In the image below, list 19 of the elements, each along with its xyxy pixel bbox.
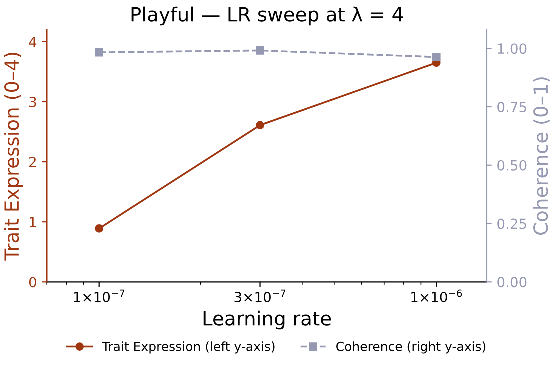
x-tick-label: 1×10$^{−6}$ <box>412 290 462 303</box>
y-tick-label: 4 <box>29 37 37 48</box>
legend-label: Coherence (right y-axis) <box>336 342 486 354</box>
y2-tick-label: 0.00 <box>498 277 527 288</box>
y-tick-label: 3 <box>30 96 36 108</box>
chart-title: Playful — LR sweep at λ = 4 <box>132 6 404 26</box>
legend-label: Trait Expression (left y-axis) <box>102 342 275 354</box>
x-tick-label: 1×10$^{−7}$ <box>74 290 125 303</box>
y-tick-label: 2 <box>30 157 36 168</box>
y2-axis-title: Coherence (0–1) <box>533 78 551 235</box>
y2-tick-label: 1.00 <box>498 44 527 54</box>
y-axis-title: Trait Expression (0–4) <box>4 52 23 261</box>
x-axis-title: Learning rate <box>204 310 332 330</box>
y2-tick-label: 0.50 <box>498 160 527 171</box>
x-tick-label: 3×10$^{−7}$ <box>234 290 286 303</box>
y2-tick-label: 0.25 <box>498 218 526 230</box>
y-tick-label: 0 <box>29 277 36 288</box>
y2-tick-label: 0.75 <box>498 102 526 112</box>
y-tick-label: 1 <box>30 217 36 228</box>
